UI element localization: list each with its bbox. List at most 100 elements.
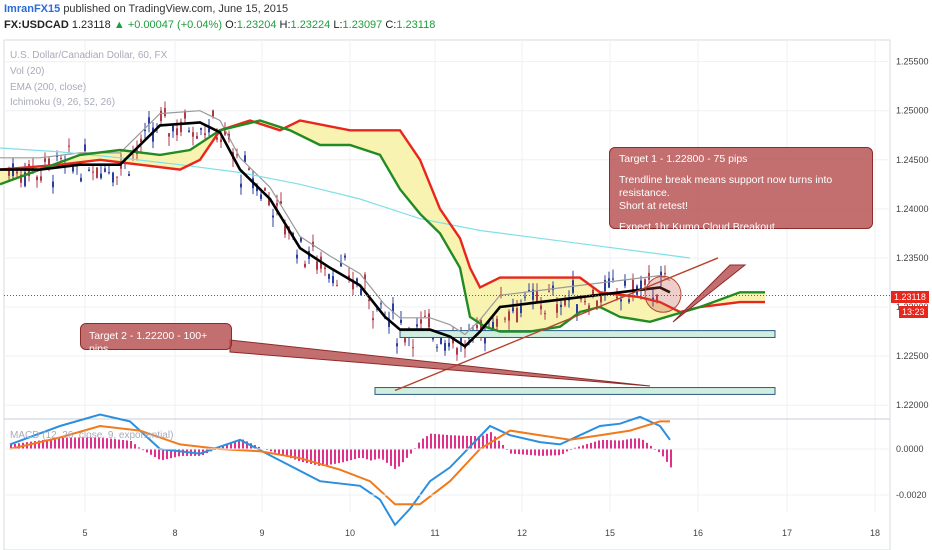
candle-body [284, 225, 286, 235]
kumo-cloud-fill [0, 120, 765, 332]
time-tick-label: 16 [693, 528, 703, 538]
macd-histogram-bar [462, 435, 464, 449]
macd-histogram-bar [138, 447, 140, 449]
macd-histogram-bar [514, 449, 516, 454]
open-value: 1.23204 [236, 19, 277, 31]
macd-histogram-bar [278, 449, 280, 455]
candle-body [24, 172, 26, 187]
candle-body [456, 348, 458, 355]
candle-body [88, 169, 90, 172]
candle-body [328, 274, 330, 279]
vol-label[interactable]: Vol (20) [10, 66, 45, 77]
candle-body [600, 294, 602, 303]
ema-label[interactable]: EMA (200, close) [10, 82, 87, 93]
candle-body [248, 168, 250, 170]
macd-histogram-bar [106, 438, 108, 449]
macd-histogram-bar [178, 449, 180, 457]
macd-histogram-bar [382, 449, 384, 460]
low-label: L: [333, 19, 343, 31]
annotation-lines [229, 257, 747, 392]
macd-histogram-bar [238, 439, 240, 449]
price-tick-label: 1.23500 [896, 253, 929, 263]
candle-body [220, 139, 222, 142]
macd-histogram-bar [446, 434, 448, 449]
candle-body [188, 130, 190, 133]
macd-histogram-bar [438, 434, 440, 449]
candle-body [44, 158, 46, 162]
author-name[interactable]: ImranFX15 [4, 3, 61, 15]
grid [4, 40, 890, 512]
time-tick-label: 10 [345, 528, 355, 538]
macd-label[interactable]: MACD (12, 26, close, 9, exponential) [10, 430, 174, 441]
ichimoku-label[interactable]: Ichimoku (9, 26, 52, 26) [10, 97, 116, 108]
candle-body [48, 158, 50, 167]
candle-body [448, 342, 450, 347]
target2-callout[interactable]: Target 2 - 1.22200 - 100+ pips [80, 323, 232, 355]
macd-histogram-bar [402, 449, 404, 463]
macd-histogram-bar [638, 438, 640, 449]
macd-histogram-bar [578, 446, 580, 449]
macd-histogram-bar [574, 447, 576, 449]
candle-body [208, 128, 210, 133]
macd-histogram-bar [370, 449, 372, 461]
candle-body [324, 267, 326, 269]
time-axis[interactable]: 5 8 9 10 11 12 15 16 17 18 [82, 528, 880, 538]
target1-pointer [672, 264, 747, 323]
low-value: 1.23097 [342, 19, 383, 31]
macd-histogram-bar [454, 435, 456, 449]
candle-body [508, 311, 510, 321]
publish-line: ImranFX15 published on TradingView.com, … [4, 3, 288, 15]
target1-line1: Trendline break means support now turns … [619, 174, 833, 199]
macd-histogram-bar [658, 449, 660, 453]
candle-body [652, 297, 654, 301]
macd-histogram-bar [618, 440, 620, 449]
candle-body [564, 299, 566, 306]
price-tick-label: 1.25500 [896, 57, 929, 67]
macd-histogram-bar [614, 440, 616, 449]
high-label: H: [279, 19, 291, 31]
macd-histogram-bar [518, 449, 520, 455]
macd-histogram-bar [302, 449, 304, 463]
macd-histogram-bar [486, 433, 488, 449]
retest-circle [644, 275, 682, 313]
macd-histogram-bar [282, 449, 284, 456]
candle-body [336, 285, 338, 287]
candle-body [244, 155, 246, 162]
macd-histogram-bar [534, 449, 536, 456]
signal-line [9, 420, 670, 506]
candle-body [624, 279, 626, 286]
macd-histogram-bar [258, 446, 260, 449]
candle-body [296, 254, 298, 259]
candle-body [152, 127, 154, 142]
macd-histogram-bar [386, 449, 388, 463]
macd-histogram-bar [646, 442, 648, 449]
macd-histogram-bar [362, 449, 364, 459]
price-tick-label: 1.22000 [896, 400, 929, 410]
price-axis[interactable]: 1.220001.225001.230001.235001.240001.245… [896, 57, 929, 411]
macd-histogram-bar [78, 437, 80, 449]
candle-body [496, 318, 498, 327]
candle-body [60, 157, 62, 159]
macd-histogram-bar [502, 445, 504, 449]
candle-body [512, 307, 514, 312]
candle-body [160, 110, 162, 122]
time-tick-label: 15 [605, 528, 615, 538]
macd-histogram-bar [142, 449, 144, 451]
ema-200-line [0, 147, 691, 259]
macd-histogram-bar [118, 439, 120, 449]
candle-body [504, 318, 506, 320]
chart-area[interactable]: 1.220001.225001.230001.235001.240001.245… [0, 36, 932, 550]
candle-body [72, 166, 74, 172]
macd-histogram-bar [330, 449, 332, 465]
candle-body [568, 299, 570, 301]
candle-body [648, 272, 650, 280]
candle-body [460, 333, 462, 344]
candle-body [560, 304, 562, 308]
candle-body [36, 176, 38, 181]
target1-callout[interactable]: Target 1 - 1.22800 - 75 pips Trendline b… [609, 147, 873, 233]
candle-body [640, 280, 642, 291]
close-value: 1.23118 [396, 19, 436, 31]
candle-body [424, 315, 426, 317]
symbol-title: U.S. Dollar/Canadian Dollar, 60, FX [10, 50, 168, 61]
macd-histogram-bar [622, 440, 624, 449]
